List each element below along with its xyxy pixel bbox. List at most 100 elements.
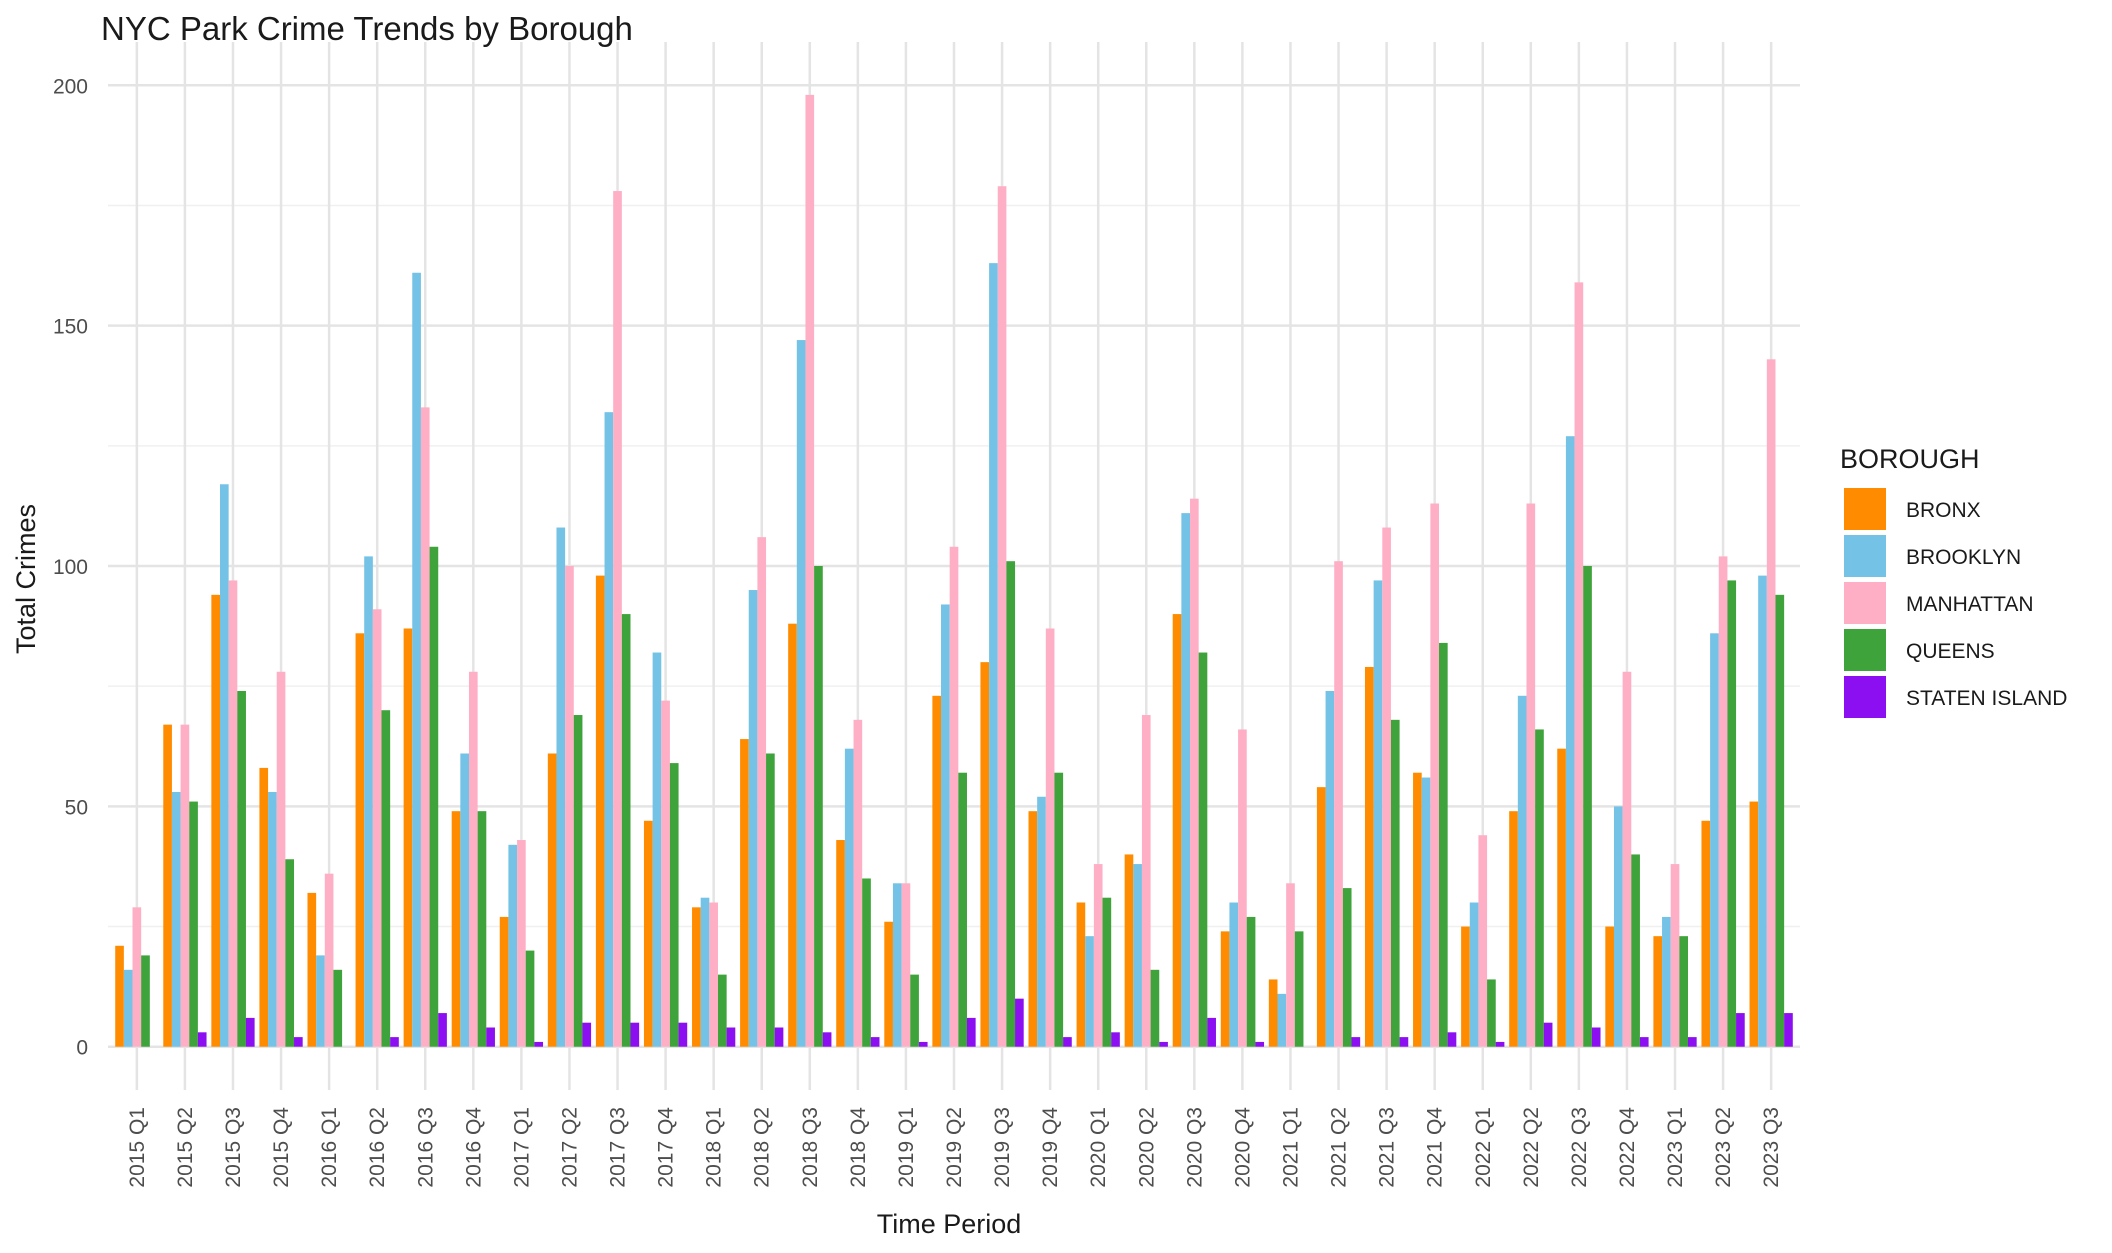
bar	[259, 767, 269, 1047]
bar	[1736, 1013, 1745, 1047]
bar	[1688, 1037, 1697, 1047]
bar	[757, 537, 767, 1047]
bar	[1294, 931, 1304, 1047]
bar	[1557, 748, 1566, 1047]
bar	[958, 772, 967, 1047]
legend: BOROUGH BRONX BROOKLYN MANHATTAN QUEENS STAT…	[1840, 444, 2067, 718]
bar	[788, 623, 797, 1047]
bar	[1639, 1037, 1649, 1047]
bar	[1141, 715, 1151, 1047]
bar	[1133, 864, 1142, 1047]
legend-swatch	[1844, 676, 1886, 718]
bar	[1190, 498, 1199, 1047]
y-tick-label: 200	[53, 75, 88, 98]
bar	[228, 580, 238, 1047]
bar	[123, 969, 133, 1047]
bar	[1159, 1041, 1168, 1047]
bar	[1390, 719, 1400, 1047]
legend-label: MANHATTAN	[1906, 593, 2034, 616]
bar	[814, 566, 823, 1047]
bar	[460, 753, 469, 1047]
bar	[1220, 931, 1230, 1047]
x-tick-label: 2020 Q1	[1087, 1107, 1110, 1188]
bar	[163, 724, 172, 1047]
bar	[1399, 1037, 1409, 1047]
bar	[477, 811, 487, 1047]
y-tick-label: 100	[53, 556, 88, 579]
bar	[1487, 979, 1496, 1047]
legend-swatch	[1844, 535, 1886, 577]
bar	[429, 546, 439, 1047]
x-tick-label: 2018 Q1	[703, 1107, 726, 1188]
bar	[381, 710, 391, 1047]
bar	[717, 974, 727, 1047]
bar	[1268, 979, 1278, 1047]
bar	[307, 892, 317, 1047]
bar	[1718, 556, 1728, 1047]
x-tick-label: 2023 Q2	[1712, 1107, 1735, 1188]
bar	[237, 690, 246, 1047]
bar	[853, 719, 863, 1047]
bar	[1631, 854, 1640, 1047]
bar	[669, 763, 679, 1047]
bar	[197, 1032, 207, 1047]
bar	[901, 883, 911, 1047]
bar	[1351, 1037, 1361, 1047]
bar	[652, 652, 662, 1047]
bar	[997, 186, 1007, 1047]
bar	[1063, 1037, 1072, 1047]
bar	[884, 921, 893, 1047]
x-tick-label: 2017 Q2	[558, 1107, 581, 1188]
bar	[726, 1027, 736, 1047]
bar	[1198, 652, 1208, 1047]
bar	[1430, 503, 1440, 1047]
bar	[1775, 594, 1785, 1047]
bar	[692, 907, 701, 1047]
bar	[1181, 513, 1191, 1047]
bar	[1591, 1027, 1601, 1047]
x-tick-label: 2021 Q3	[1376, 1107, 1399, 1188]
bar	[372, 609, 382, 1047]
x-tick-label: 2018 Q2	[751, 1107, 774, 1188]
bar	[211, 594, 220, 1047]
bar	[1006, 561, 1016, 1047]
bar	[1653, 936, 1663, 1047]
bar	[565, 566, 574, 1047]
bar	[141, 955, 150, 1047]
bar	[604, 412, 614, 1047]
bar	[1439, 642, 1448, 1047]
bar	[499, 916, 509, 1047]
bar	[276, 671, 286, 1047]
x-tick-label: 2022 Q4	[1616, 1107, 1639, 1188]
bar	[1093, 864, 1103, 1047]
x-axis-label: Time Period	[877, 1209, 1022, 1239]
x-tick-label: 2019 Q1	[895, 1107, 918, 1188]
x-tick-label: 2022 Q3	[1568, 1107, 1591, 1188]
bar	[132, 907, 142, 1047]
bar	[1124, 854, 1134, 1047]
bar	[1565, 436, 1575, 1047]
x-tick-label: 2015 Q3	[222, 1107, 245, 1188]
bar	[989, 263, 998, 1047]
x-tick-label: 2022 Q1	[1472, 1107, 1495, 1188]
bar	[796, 340, 806, 1047]
bar	[1613, 806, 1623, 1047]
x-tick-label: 2019 Q4	[1039, 1107, 1062, 1188]
bar	[1238, 729, 1247, 1047]
bar	[774, 1027, 784, 1047]
bar	[862, 878, 871, 1047]
bar	[1277, 993, 1287, 1047]
bar	[910, 974, 919, 1047]
bar	[180, 724, 190, 1047]
bar	[508, 844, 518, 1047]
x-tick-label: 2016 Q1	[318, 1107, 341, 1188]
bar	[709, 902, 718, 1047]
legend-items: BRONX BROOKLYN MANHATTAN QUEENS STATEN ISLAN…	[1844, 488, 2067, 718]
bar	[822, 1032, 832, 1047]
x-tick-label: 2015 Q1	[126, 1107, 149, 1188]
bar	[1662, 916, 1671, 1047]
x-tick-label: 2021 Q1	[1279, 1107, 1302, 1188]
y-axis-label: Total Crimes	[11, 504, 41, 654]
bar	[189, 801, 198, 1047]
x-tick-label: 2017 Q4	[655, 1107, 678, 1188]
